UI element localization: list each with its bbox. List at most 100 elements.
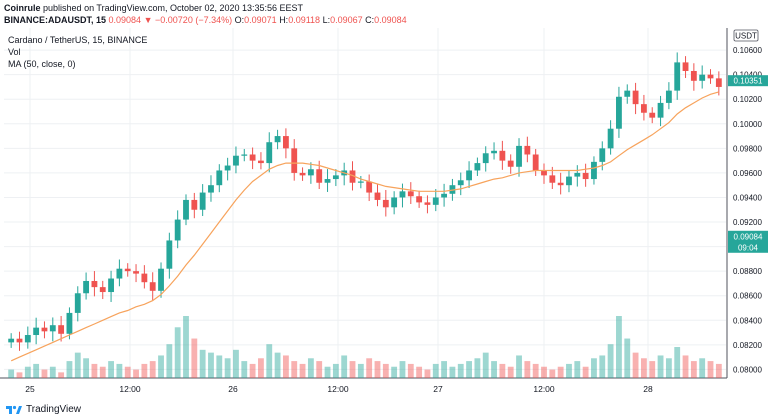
candle-body [499,150,506,161]
candle-body [549,175,556,183]
tradingview-logo[interactable]: TradingView [6,404,81,415]
ohlc-line: BINANCE:ADAUSDT, 15 0.09084 ▼ −0.00720 (… [4,14,407,26]
price-chart[interactable]: 0.08000 0.08200 0.08400 0.08600 0.08800 0.090… [0,28,768,400]
volume-bar [649,361,656,378]
low-label: L: [322,15,331,25]
last-price: 0.09084 [108,15,142,25]
volume-bar [249,363,256,378]
open-value: 0.09071 [244,15,277,25]
volume-bar [607,344,614,378]
candle-body [416,196,423,203]
high-label: H: [279,15,289,25]
price-label-box [728,230,768,253]
y-tick-label: 0.08000 [733,365,762,374]
down-arrow-icon: ▼ [143,15,153,25]
close-value: 0.09084 [374,15,407,25]
volume-bar [374,361,381,378]
volume-bar [499,363,506,378]
volume-bar [491,361,497,378]
candle-body [108,278,114,293]
close-label: C: [365,15,375,25]
y-tick-label: 0.08800 [733,267,762,276]
candle-body [424,202,431,205]
candle-body [258,160,264,164]
volume-bar [99,366,106,378]
candle-body [624,90,631,97]
y-tick-label: 0.10000 [733,120,762,129]
volume-bar [416,366,423,378]
footer: TradingView [0,400,768,420]
volume-bar [258,358,264,378]
ma-line [10,91,719,362]
chart-area[interactable]: 0.08000 0.08200 0.08400 0.08600 0.08800 0.090… [0,28,768,400]
candle-body [8,338,15,343]
volume-bar [33,363,40,378]
volume-bar [83,358,90,378]
volume-bar [574,361,581,378]
y-tick-label: 0.10400 [733,71,762,80]
candle-body [83,280,90,294]
candle-body [158,268,164,291]
candle-body [682,62,689,71]
volume-bar [316,361,323,378]
volume-bar [74,352,81,378]
x-tick-label: 26 [228,384,238,394]
candle-body [532,154,539,171]
candle-body [208,185,214,193]
volume-bar [224,358,231,378]
volume-bar [199,349,206,378]
candle-body [466,170,472,181]
candle-body [166,240,173,269]
x-tick-label: 12:00 [119,384,141,394]
tradingview-logo-icon [6,405,22,414]
volume-bar [466,361,472,378]
volume-bar [24,366,31,378]
candle-body [557,182,564,186]
candle-body [516,145,522,167]
volume-bar [566,363,572,378]
volume-bar [399,361,406,378]
candle-body [441,193,448,198]
candle-body [699,74,706,81]
candle-body [183,199,189,220]
publisher-name[interactable]: Coinrule [4,3,41,13]
volume-bar [699,358,706,378]
chart-legend: Cardano / TetherUS, 15, BINANCE Vol MA (… [8,34,147,70]
candle-body [199,192,206,210]
volume-bar [424,369,431,378]
candle-body [524,145,531,155]
candle-body [491,150,497,154]
candle-body [349,170,356,183]
candle-body [274,136,281,143]
volume-bar [674,347,681,378]
volume-bar [507,366,514,378]
y-tick-label: 0.09600 [733,169,762,178]
candle-body [291,148,298,173]
candle-body [382,199,389,208]
price-label-time: 09:04 [738,243,759,252]
volume-bar [299,363,306,378]
candle-body [24,335,31,343]
candle-body [241,154,248,156]
y-tick-label: 0.08200 [733,341,762,350]
candle-body [474,163,481,171]
volume-bar [357,363,364,378]
candle-body [66,312,73,334]
y-tick-label: 0.10600 [733,46,762,55]
candle-body [33,327,40,336]
volume-bar [158,355,164,378]
candle-body [399,191,406,198]
low-value: 0.09067 [330,15,363,25]
candle-body [582,172,589,180]
volume-bar [41,369,48,378]
volume-bar [16,372,23,378]
tradingview-brand: TradingView [26,404,82,415]
volume-bar [557,366,564,378]
y-tick-label: 0.08400 [733,316,762,325]
volume-bar [541,366,547,378]
price-label-box [728,75,768,87]
volume-bar [324,366,331,378]
volume-bar [591,358,597,378]
candle-body [632,90,639,105]
volume-bar [191,338,198,378]
